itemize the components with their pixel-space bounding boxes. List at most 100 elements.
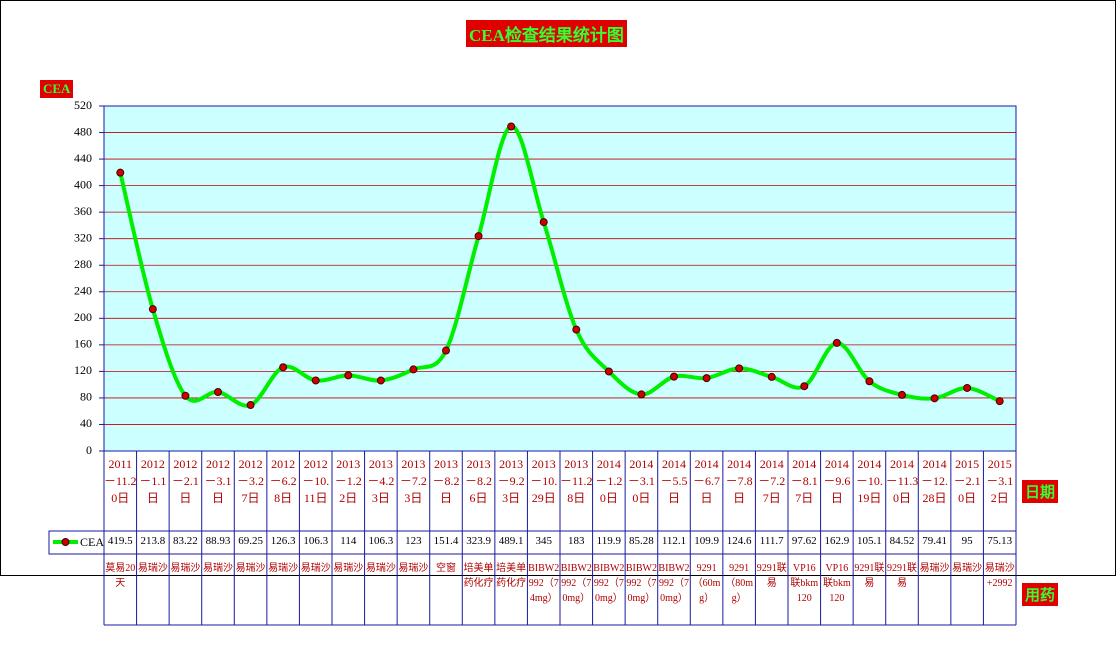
y-tick-label: 480 (74, 124, 92, 138)
value-label: 183 (568, 535, 585, 547)
medication-label: 易瑞沙 (268, 563, 299, 574)
medication-label: BIBW2992（70mg） (658, 563, 690, 604)
medication-label: 易瑞沙 (170, 563, 201, 574)
marker (637, 390, 646, 399)
y-tick-label: 240 (74, 284, 92, 298)
value-label: 151.4 (433, 535, 459, 547)
marker (507, 122, 516, 131)
value-label: 75.13 (987, 535, 1013, 547)
medication-label: 易瑞沙 (235, 563, 266, 574)
medication-label: 易瑞沙+2992 (984, 563, 1015, 589)
y-axis-label: CEA (40, 80, 74, 98)
marker (344, 371, 353, 380)
marker (181, 391, 190, 400)
x-tick-label: 2014－5.5日 (660, 457, 688, 505)
value-label: 106.3 (368, 535, 394, 547)
value-label: 106.3 (303, 535, 329, 547)
medication-label: 易瑞沙 (919, 563, 950, 574)
marker (572, 325, 581, 334)
x-tick-label: 2013－1.22日 (334, 457, 362, 505)
medication-label: BIBW2992（70mg） (593, 563, 625, 604)
value-label: 109.9 (694, 535, 719, 547)
x-tick-label: 2013－8.2日 (432, 457, 460, 505)
value-label: 119.9 (596, 535, 622, 547)
y-tick-label: 80 (80, 390, 92, 404)
medication-label: 9291（80mg） (725, 563, 754, 604)
legend-cell (48, 530, 105, 555)
medication-label: 9291联易 (886, 563, 917, 589)
marker (116, 168, 125, 177)
y-tick-label: 520 (74, 98, 92, 112)
value-label: 111.7 (759, 535, 784, 547)
x-tick-label: 2013－7.23日 (399, 457, 427, 505)
medication-label: 莫易20天 (105, 563, 136, 589)
marker (898, 390, 906, 399)
x-tick-label: 2014－7.27日 (758, 457, 786, 505)
x-tick-label: 2013－11.28日 (560, 457, 593, 505)
y-tick-label: 440 (74, 151, 92, 165)
x-tick-label: 2012－1.1日 (139, 457, 167, 505)
medication-label: 9291联易 (854, 563, 885, 589)
marker (214, 387, 222, 396)
value-label: 124.6 (726, 535, 752, 547)
marker (311, 376, 320, 385)
value-label: 97.62 (791, 535, 817, 547)
value-label: 88.93 (205, 535, 231, 547)
medication-label: 空窗 (435, 563, 456, 574)
y-tick-label: 360 (74, 204, 92, 218)
marker (409, 365, 418, 374)
marker (442, 346, 450, 355)
value-label: 112.1 (661, 535, 687, 547)
x-axis-label: 日期 (1022, 480, 1059, 503)
medication-label: VP16联bkm120 (790, 563, 819, 604)
marker (539, 218, 548, 227)
x-tick-label: 2013－10.29日 (530, 457, 558, 505)
medication-label: 易瑞沙 (333, 563, 364, 574)
value-label: 323.9 (466, 535, 491, 547)
y-tick-label: 160 (74, 337, 92, 351)
x-tick-label: 2014－7.8日 (725, 457, 753, 505)
medication-label: 9291联易 (756, 563, 787, 589)
medication-label: VP16联bkm120 (822, 563, 851, 604)
medication-label: 易瑞沙 (202, 563, 233, 574)
value-label: 345 (535, 535, 552, 547)
medication-label: BIBW2992（70mg） (560, 563, 592, 604)
value-label: 489.1 (498, 535, 524, 547)
y-tick-label: 200 (74, 310, 92, 324)
value-label: 419.5 (107, 535, 133, 547)
medication-label: 培美单药化疗 (463, 563, 494, 589)
x-tick-label: 2014－3.10日 (627, 457, 655, 505)
x-tick-label: 2012－3.1日 (204, 457, 232, 505)
medication-label: 培美单药化疗 (496, 563, 527, 589)
value-label: 105.1 (857, 535, 882, 547)
value-label: 69.25 (238, 535, 263, 547)
value-label: 114 (340, 535, 357, 547)
marker (963, 383, 972, 392)
y-tick-label: 320 (74, 230, 92, 244)
medication-label: 易瑞沙 (137, 563, 168, 574)
marker (376, 376, 385, 385)
x-tick-label: 2014－1.20日 (595, 457, 623, 505)
marker (246, 401, 255, 410)
y-tick-label: 40 (80, 416, 92, 430)
legend-marker (61, 538, 70, 546)
medication-label: 易瑞沙 (952, 563, 983, 574)
x-tick-label: 2012－10.11日 (302, 457, 330, 505)
value-label: 213.8 (140, 535, 166, 547)
medication-label: BIBW2992（74mg） (528, 563, 560, 604)
x-tick-label: 2014－9.6日 (823, 457, 851, 505)
x-tick-label: 2014－11.30日 (885, 457, 919, 505)
x-tick-label: 2015－3.12日 (986, 457, 1014, 505)
x-tick-label: 2014－8.17日 (790, 457, 818, 505)
y-tick-label: 400 (74, 177, 92, 191)
medication-label: BIBW2992（70mg） (625, 563, 657, 604)
x-tick-label: 2015－2.10日 (953, 457, 981, 505)
marker (604, 367, 613, 376)
marker (474, 232, 483, 241)
marker (279, 363, 288, 372)
value-label: 85.28 (629, 535, 654, 547)
y-tick-label: 120 (74, 363, 92, 377)
value-label: 79.41 (922, 535, 947, 547)
